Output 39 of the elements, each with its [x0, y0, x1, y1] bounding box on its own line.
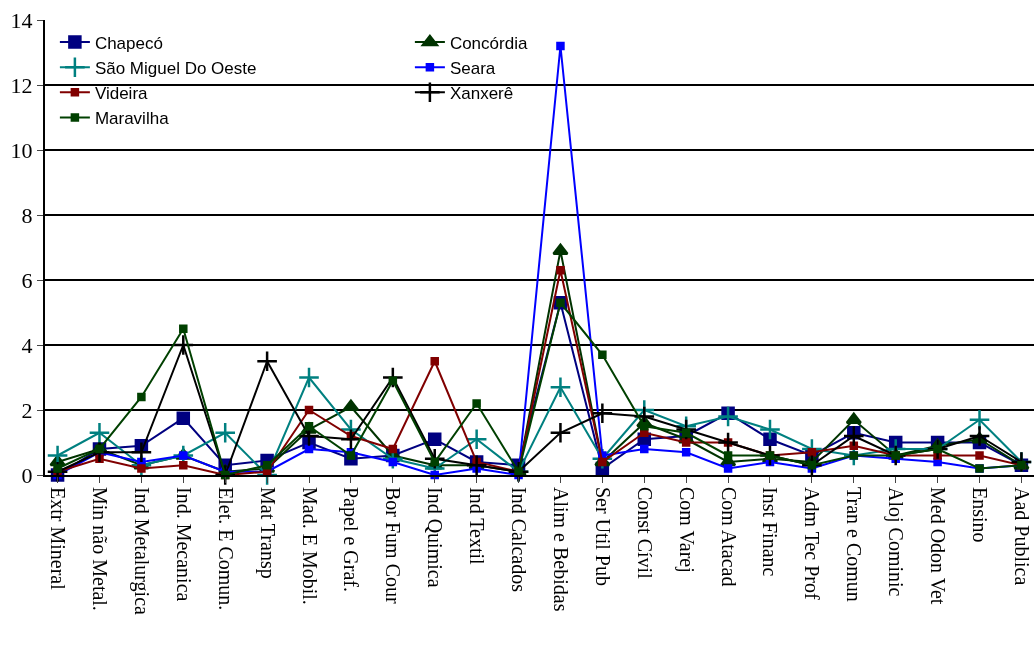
x-tick-label: Ind Textil [466, 487, 489, 566]
legend-label: Chapecó [94, 33, 163, 53]
x-tick-label: Ind. Mecanica [172, 487, 195, 602]
x-tick-label: Extr Mineral [47, 487, 70, 591]
y-tick-label: 8 [21, 202, 33, 228]
x-tick-label: Ind Calcados [508, 487, 531, 593]
x-tick-label: Ind Metalurgica [129, 487, 153, 616]
x-tick-label: Com Atacad [717, 487, 740, 587]
y-tick-label: 12 [10, 72, 33, 98]
x-tick-label: Papel e Graf. [339, 487, 363, 592]
x-tick-label: Elet. E Comun. [214, 487, 237, 611]
legend-label: Xanxerê [449, 83, 514, 103]
x-tick-label: Const Cívil [633, 487, 656, 580]
y-tick-label: 6 [21, 267, 33, 293]
y-tick-label: 14 [10, 7, 33, 33]
x-tick-label: Mad. E Mobil. [298, 487, 321, 605]
legend-label: Maravilha [94, 109, 170, 129]
legend-label: São Miguel Do Oeste [94, 58, 257, 78]
y-tick-label: 2 [21, 397, 33, 423]
y-tick-label: 4 [21, 332, 33, 358]
x-tick-label: Tran e Comun [843, 487, 866, 602]
legend-label: Seara [449, 58, 496, 78]
x-tick-label: Inst Financ [759, 487, 782, 577]
x-tick-label: Min não Metal. [88, 487, 111, 611]
x-tick-label: Aloj Cominic [884, 487, 908, 597]
legend-label: Videira [94, 83, 149, 103]
x-tick-label: Med Odon Vet [927, 487, 950, 605]
x-tick-label: Ensino [969, 487, 992, 543]
y-tick-label: 10 [10, 137, 33, 163]
x-tick-label: Bor Fum Cour [382, 487, 405, 605]
x-tick-label: Adm Tec Prof [801, 487, 824, 600]
x-tick-label: Alim e Bebidas [549, 487, 572, 612]
x-tick-label: Ind Quimica [424, 487, 447, 588]
x-tick-label: Aad Publica [1010, 487, 1033, 586]
y-tick-label: 0 [21, 462, 33, 488]
x-tick-label: Ser Util Pub [591, 487, 614, 586]
x-tick-label: Com Varej [674, 487, 698, 573]
x-tick-label: Mat Transp [255, 487, 279, 579]
legend-label: Concórdia [449, 33, 528, 53]
